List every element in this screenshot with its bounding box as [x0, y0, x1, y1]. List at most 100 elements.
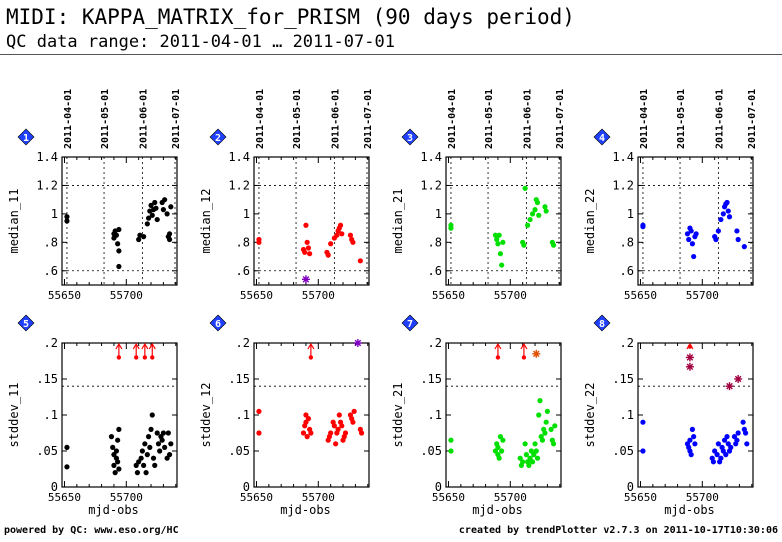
outlier-arrowhead — [141, 342, 149, 350]
panel-number-badge — [209, 314, 227, 332]
data-point — [742, 430, 749, 436]
data-point — [64, 214, 70, 220]
data-point — [744, 441, 750, 447]
plot-frame — [253, 156, 370, 286]
data-point — [110, 444, 116, 450]
data-point — [308, 430, 314, 436]
data-point — [550, 242, 557, 248]
data-point — [148, 426, 154, 432]
outlier-arrowhead — [307, 342, 315, 350]
y-tick-label: .15 — [228, 372, 250, 386]
data-point — [115, 437, 121, 443]
data-point — [166, 452, 173, 458]
data-point — [537, 398, 543, 404]
data-point — [165, 430, 171, 436]
y-tick-label: .8 — [620, 235, 634, 249]
data-point — [496, 455, 502, 461]
plot-frame — [637, 156, 754, 286]
data-point — [741, 244, 747, 250]
y-tick-label: 1.4 — [36, 150, 58, 164]
data-point — [534, 199, 541, 206]
y-tick-label: .1 — [236, 408, 250, 422]
panel-number: 6 — [215, 319, 221, 330]
panel-number: 4 — [599, 133, 605, 144]
panel-3: .6 .8 1 1.2 1.4 55650 55700 2011-04-01 2011-05-0… — [391, 89, 566, 302]
date-tick-label: 2011-06-01 — [330, 89, 341, 149]
y-tick-label: .6 — [44, 264, 58, 278]
data-point — [542, 204, 548, 210]
data-point — [334, 232, 340, 238]
data-point — [159, 437, 165, 443]
outlier-star-stroke — [354, 339, 362, 347]
data-point — [337, 222, 344, 228]
x-tick-label: 55700 — [110, 289, 143, 302]
data-point — [256, 430, 262, 436]
x-tick-label: 55650 — [624, 491, 657, 504]
data-point — [136, 236, 142, 243]
data-point — [497, 251, 504, 257]
y-tick-label: .15 — [612, 372, 634, 386]
outlier-star — [532, 349, 541, 358]
data-point — [142, 441, 148, 447]
data-point — [688, 228, 694, 234]
data-point — [113, 232, 120, 238]
outlier-point — [150, 355, 155, 360]
data-point — [328, 430, 334, 436]
data-point — [542, 430, 548, 436]
data-point — [139, 448, 145, 454]
plot-frame — [61, 342, 178, 488]
data-point — [307, 251, 313, 257]
date-tick-label: 2011-04-01 — [639, 89, 650, 149]
y-tick-label: 1.4 — [228, 150, 250, 164]
date-tick-label: 2011-04-01 — [63, 89, 74, 149]
outlier-star — [301, 275, 310, 284]
y-tick-label: 1 — [51, 207, 58, 221]
data-point — [687, 437, 693, 443]
outlier-arrowhead — [115, 342, 123, 350]
data-point — [138, 455, 144, 461]
data-point — [304, 434, 310, 440]
data-point — [548, 426, 554, 432]
date-tick-label: 2011-05-01 — [484, 89, 495, 149]
data-point — [113, 448, 120, 454]
data-point — [357, 258, 363, 264]
data-point — [640, 419, 646, 425]
data-point — [336, 412, 342, 418]
data-point — [305, 245, 312, 251]
y-tick-label: .2 — [620, 336, 634, 350]
data-point — [342, 430, 349, 436]
data-point — [150, 455, 157, 461]
data-point — [496, 232, 502, 238]
data-point — [536, 212, 542, 218]
data-point — [534, 455, 541, 461]
data-point — [684, 231, 691, 237]
y-tick-label: .2 — [236, 336, 250, 350]
y-tick-label: .6 — [236, 264, 250, 278]
outlier-star-stroke — [734, 375, 742, 383]
data-point — [495, 444, 501, 450]
plot-frame — [445, 342, 562, 488]
x-tick-label: 55700 — [494, 491, 527, 504]
panel-1: .6 .8 1 1.2 1.4 55650 55700 2011-04-01 2011-05-0… — [7, 89, 182, 302]
data-point — [166, 236, 173, 243]
y-tick-label: .05 — [612, 444, 634, 458]
y-axis-label: stddev_21 — [391, 382, 405, 447]
data-point — [499, 262, 505, 268]
data-point — [154, 430, 160, 436]
y-tick-label: .15 — [36, 372, 58, 386]
data-point — [713, 236, 719, 243]
data-point — [168, 441, 174, 447]
data-point — [734, 437, 740, 443]
panel-number-badge — [593, 128, 611, 146]
outlier-star-stroke — [302, 276, 310, 283]
y-tick-label: .2 — [428, 336, 442, 350]
date-tick-label: 2011-05-01 — [676, 89, 687, 149]
data-point — [116, 248, 122, 254]
data-point — [147, 444, 153, 450]
data-point — [64, 464, 70, 470]
data-point — [152, 199, 158, 206]
x-tick-label: 55650 — [240, 491, 273, 504]
data-point — [532, 441, 538, 447]
x-tick-label: 55700 — [686, 289, 719, 302]
